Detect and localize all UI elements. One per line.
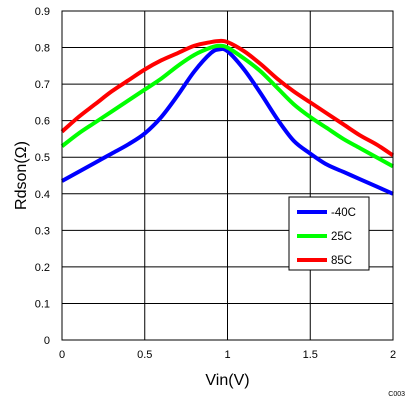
y-tick-label: 0.7	[35, 79, 50, 91]
y-tick-labels: 0 0.1 0.2 0.3 0.4 0.5 0.6 0.7 0.8 0.9	[35, 6, 50, 347]
x-axis-title: Vin(V)	[205, 372, 249, 389]
x-tick-labels: 0 0.5 1 1.5 2	[59, 349, 396, 361]
series-line-85c	[60, 38, 395, 158]
x-tick-label: 1	[224, 349, 230, 361]
series-line-40c	[61, 46, 394, 196]
legend-box	[288, 196, 370, 271]
series-lines	[60, 38, 395, 196]
y-tick-label: 0	[44, 335, 50, 347]
legend-label: -40C	[331, 207, 356, 219]
y-tick-label: 0.1	[35, 298, 50, 310]
x-tick-label: 0.5	[137, 349, 152, 361]
x-tick-label: 0	[59, 349, 65, 361]
legend-label: 25C	[331, 231, 352, 243]
y-tick-label: 0.2	[35, 262, 50, 274]
figure-code: C003	[388, 391, 405, 398]
y-tick-label: 0.3	[35, 225, 50, 237]
plot-frame	[61, 10, 394, 341]
legend: -40C 25C 85C	[288, 196, 370, 271]
y-tick-label: 0.9	[35, 6, 50, 18]
x-tick-label: 2	[390, 349, 396, 361]
y-tick-label: 0.4	[35, 189, 50, 201]
series-line-25c	[60, 43, 394, 169]
grid	[61, 10, 394, 341]
legend-label: 85C	[331, 255, 352, 267]
y-tick-label: 0.6	[35, 116, 50, 128]
x-tick-label: 1.5	[303, 349, 318, 361]
y-axis-title: Rdson(Ω)	[13, 141, 30, 210]
y-tick-label: 0.8	[35, 43, 50, 55]
y-tick-label: 0.5	[35, 152, 50, 164]
